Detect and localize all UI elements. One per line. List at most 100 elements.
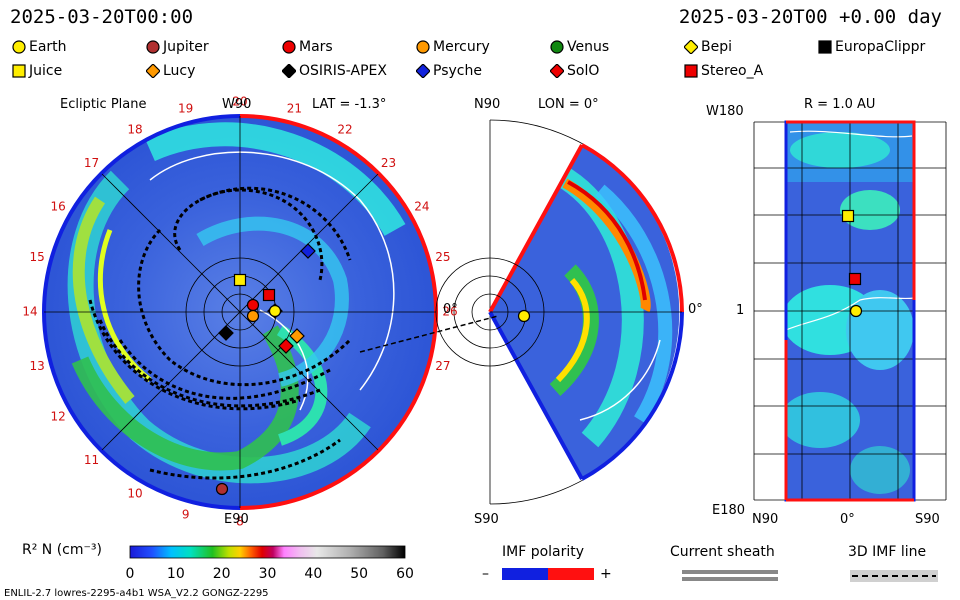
hour-tick-22: 22 bbox=[337, 123, 352, 137]
circle-marker-icon bbox=[12, 40, 26, 54]
meridional-lon-label: LON = 0° bbox=[538, 97, 599, 112]
legend-item-stereo-a: Stereo_A bbox=[684, 63, 763, 79]
legend-label: Stereo_A bbox=[701, 63, 764, 79]
legend-label: Venus bbox=[567, 39, 610, 55]
marker-mars bbox=[246, 298, 260, 312]
current-sheath-line-1 bbox=[682, 570, 778, 574]
circle-marker-icon bbox=[146, 40, 160, 54]
hour-tick-10: 10 bbox=[127, 486, 142, 500]
marker-earth bbox=[517, 309, 531, 323]
colorbar-tick-50: 50 bbox=[350, 566, 368, 582]
right-timestamp: 2025-03-20T00 +0.00 day bbox=[678, 6, 942, 28]
hour-tick-25: 25 bbox=[435, 250, 450, 264]
colorbar bbox=[129, 545, 406, 559]
ecliptic-plane-panel bbox=[42, 114, 438, 510]
imf-line-title: 3D IMF line bbox=[848, 544, 927, 560]
imf-positive-swatch bbox=[548, 568, 594, 580]
meridional-top-label: N90 bbox=[474, 97, 501, 112]
marker-lucy bbox=[289, 328, 305, 344]
legend-label: OSIRIS-APEX bbox=[299, 63, 387, 79]
radial-x-label-n90: N90 bbox=[752, 512, 779, 527]
square-marker-icon bbox=[818, 40, 832, 54]
marker-osiris-apex bbox=[218, 325, 234, 341]
legend-label: EuropaClippr bbox=[835, 39, 926, 55]
imf-negative-swatch bbox=[502, 568, 548, 580]
radial-bottom-left-label: E180 bbox=[712, 503, 746, 518]
radial-top-left-label: W180 bbox=[706, 104, 744, 119]
legend-item-solo: SolO bbox=[549, 63, 600, 79]
ecliptic-lat-label: LAT = -1.3° bbox=[312, 97, 387, 112]
ecliptic-top-label: W90 bbox=[222, 97, 252, 112]
plot-labels: 18 19 20 21 22 23 24 25 26 27 17 16 15 14 13 12 11 10 9 8 bbox=[22, 95, 457, 529]
colorbar-ticks: 0 10 20 30 40 50 60 bbox=[126, 566, 414, 582]
legend-label: Bepi bbox=[701, 39, 732, 55]
legend-item-venus: Venus bbox=[550, 39, 609, 55]
marker-stereo-a bbox=[848, 272, 862, 286]
colorbar-tick-40: 40 bbox=[304, 566, 322, 582]
marker-psyche bbox=[300, 243, 316, 259]
legend-label: Mercury bbox=[433, 39, 490, 55]
legend-item-bepi: Bepi bbox=[683, 39, 732, 55]
ecliptic-right-label: 0° bbox=[443, 302, 458, 317]
colorbar-tick-30: 30 bbox=[259, 566, 277, 582]
radial-x-label-0: 0° bbox=[840, 512, 855, 527]
hour-tick-8: 8 bbox=[236, 515, 244, 529]
hour-tick-23: 23 bbox=[381, 156, 396, 170]
hour-tick-12: 12 bbox=[50, 410, 65, 424]
legend-item-mars: Mars bbox=[282, 39, 333, 55]
meridional-plane-panel bbox=[359, 119, 684, 505]
legend-item-osiris-apex: OSIRIS-APEX bbox=[281, 63, 387, 79]
legend-label: Juice bbox=[29, 63, 63, 79]
square-marker-icon bbox=[684, 64, 698, 78]
imf-minus-label: – bbox=[482, 566, 489, 582]
hour-tick-16: 16 bbox=[50, 200, 65, 214]
meridional-density-bands bbox=[549, 165, 673, 448]
spacecraft-markers bbox=[215, 209, 863, 496]
meridional-bottom-label: S90 bbox=[474, 512, 499, 527]
hour-tick-20: 20 bbox=[232, 95, 247, 109]
legend-item-jupiter: Jupiter bbox=[146, 39, 209, 55]
hour-tick-19: 19 bbox=[178, 102, 193, 116]
colorbar-label: R² N (cm⁻³) bbox=[22, 542, 102, 558]
circle-marker-icon bbox=[282, 40, 296, 54]
hour-tick-14: 14 bbox=[22, 305, 37, 319]
hour-tick-18: 18 bbox=[127, 123, 142, 137]
left-timestamp: 2025-03-20T00:00 bbox=[10, 6, 194, 28]
legend-item-psyche: Psyche bbox=[415, 63, 482, 79]
meridional-right-label: 0° bbox=[688, 302, 703, 317]
circle-marker-icon bbox=[416, 40, 430, 54]
marker-earth bbox=[849, 304, 863, 318]
imf-plus-label: + bbox=[600, 566, 612, 582]
circle-marker-icon bbox=[550, 40, 564, 54]
hour-tick-26: 26 bbox=[442, 305, 457, 319]
hour-tick-13: 13 bbox=[30, 359, 45, 373]
hour-tick-15: 15 bbox=[30, 250, 45, 264]
legend-label: Earth bbox=[29, 39, 67, 55]
legend-item-mercury: Mercury bbox=[416, 39, 490, 55]
hour-tick-21: 21 bbox=[287, 102, 302, 116]
legend-item-lucy: Lucy bbox=[145, 63, 195, 79]
legend-item-juice: Juice bbox=[12, 63, 62, 79]
colorbar-tick-10: 10 bbox=[167, 566, 185, 582]
marker-earth bbox=[268, 304, 282, 318]
hour-tick-11: 11 bbox=[84, 453, 99, 467]
radial-r-label: R = 1.0 AU bbox=[804, 97, 876, 112]
marker-stereo-a bbox=[262, 288, 276, 302]
square-marker-icon bbox=[12, 64, 26, 78]
legend-label: Mars bbox=[299, 39, 333, 55]
ecliptic-bottom-label: E90 bbox=[224, 512, 249, 527]
radial-mid-label: 1 bbox=[736, 303, 745, 318]
legend-item-europaclippr: EuropaClippr bbox=[818, 39, 925, 55]
marker-solo bbox=[278, 338, 294, 354]
marker-juice bbox=[233, 273, 247, 287]
marker-mercury bbox=[246, 309, 260, 323]
legend-label: SolO bbox=[567, 63, 600, 79]
colorbar-tick-20: 20 bbox=[213, 566, 231, 582]
current-sheath-title: Current sheath bbox=[670, 544, 775, 560]
imf-polarity-title: IMF polarity bbox=[502, 544, 585, 560]
hour-tick-27: 27 bbox=[435, 359, 450, 373]
legend-label: Psyche bbox=[433, 63, 482, 79]
footer-model-info: ENLIL-2.7 lowres-2295-a4b1 WSA_V2.2 GONG… bbox=[4, 588, 269, 599]
legend-item-earth: Earth bbox=[12, 39, 67, 55]
